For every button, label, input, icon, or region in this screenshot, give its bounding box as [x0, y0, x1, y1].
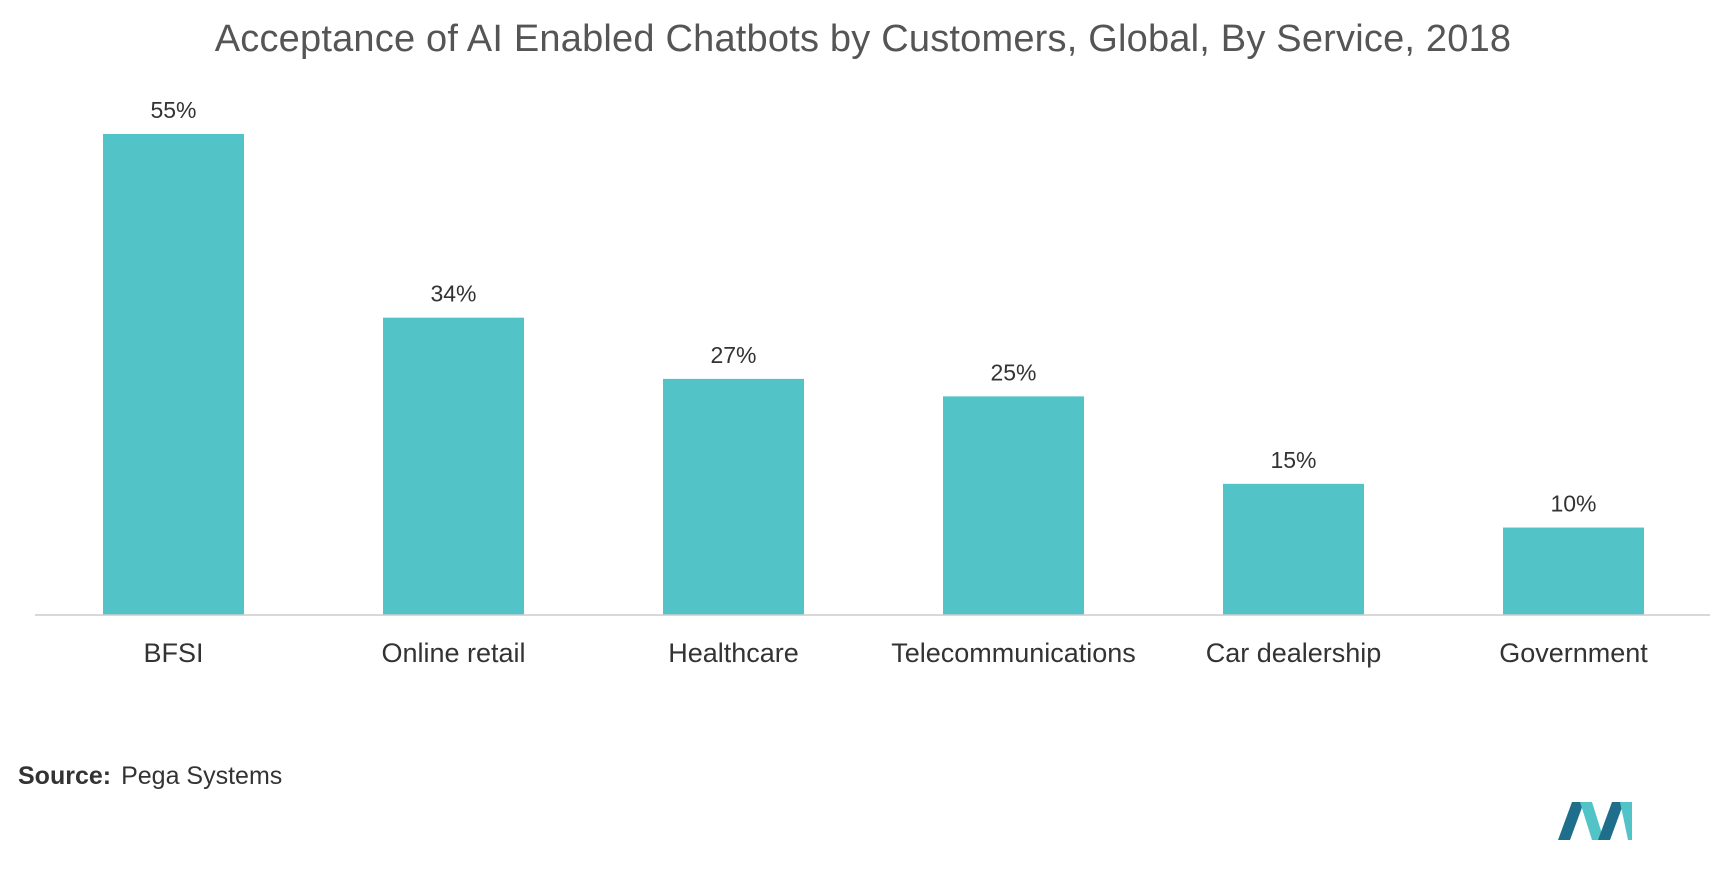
source-note: Source: Pega Systems	[18, 762, 282, 791]
mordor-intelligence-logo-icon	[1558, 802, 1632, 840]
category-label: Online retail	[381, 638, 525, 668]
bar-bfsi	[103, 134, 244, 615]
value-label: 15%	[1270, 447, 1316, 473]
source-label: Source:	[18, 762, 112, 790]
logo-shape-3	[1598, 802, 1624, 840]
value-label: 25%	[990, 359, 1036, 385]
bar-government	[1503, 527, 1644, 615]
category-label: Telecommunications	[891, 638, 1136, 668]
value-label: 10%	[1550, 491, 1596, 517]
bar-healthcare	[663, 378, 804, 615]
value-label: 27%	[710, 342, 756, 368]
bar-car-dealership	[1223, 483, 1364, 615]
category-label: Car dealership	[1206, 638, 1382, 668]
category-label: Healthcare	[668, 638, 799, 668]
logo-shape-4	[1620, 802, 1632, 840]
value-label: 55%	[150, 97, 196, 123]
labels-layer: 55% BFSI 34% Online retail 27% Healthcare 25% T…	[143, 97, 1648, 668]
category-label: BFSI	[143, 638, 203, 668]
category-label: Government	[1499, 638, 1648, 668]
value-label: 34%	[430, 281, 476, 307]
source-text: Pega Systems	[121, 762, 283, 790]
logo-shape-1	[1558, 802, 1584, 840]
bar-telecommunications	[943, 396, 1084, 615]
chart-title: Acceptance of AI Enabled Chatbots by Cus…	[214, 18, 1512, 60]
bars-layer	[103, 134, 1644, 615]
logo-shape-2	[1580, 802, 1604, 840]
bar-online-retail	[383, 317, 524, 615]
